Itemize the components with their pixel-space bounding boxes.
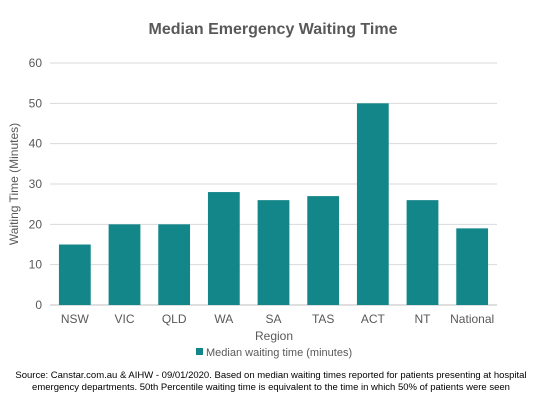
x-tick-label: QLD [162,312,187,326]
y-tick-label: 50 [29,96,43,110]
legend-swatch [196,348,203,355]
x-axis-title: Region [255,329,293,343]
y-tick-label: 40 [29,137,43,151]
chart-title: Median Emergency Waiting Time [149,21,398,38]
bars [58,103,489,305]
bar-national [456,228,489,305]
x-tick-label: National [450,312,494,326]
x-tick-label: NT [415,312,432,326]
source-note: Source: Canstar.com.au & AIHW - 09/01/20… [15,370,527,393]
legend-label: Median waiting time (minutes) [206,347,352,359]
x-tick-label: TAS [312,312,334,326]
bar-act [356,103,389,305]
bar-wa [207,192,240,305]
bar-qld [158,224,191,305]
bar-nsw [58,244,91,305]
x-tick-label: WA [214,312,233,326]
y-tick-label: 60 [29,56,43,70]
x-tick-label: NSW [61,312,90,326]
y-tick-label: 30 [29,177,43,191]
x-tick-label: VIC [114,312,134,326]
y-tick-label: 0 [35,298,42,312]
bar-sa [257,200,290,305]
x-tick-label: ACT [361,312,386,326]
y-axis-title: Waiting Time (Minutes) [7,123,21,245]
bar-nt [406,200,439,305]
y-tick-label: 10 [29,258,43,272]
y-axis-ticks: 0 10 20 30 40 50 60 [29,56,43,312]
bar-tas [307,196,340,305]
legend: Median waiting time (minutes) [196,347,352,359]
bar-vic [108,224,141,305]
x-axis-ticks: NSW VIC QLD WA SA TAS ACT NT National [61,312,494,326]
x-tick-label: SA [265,312,281,326]
y-tick-label: 20 [29,217,43,231]
